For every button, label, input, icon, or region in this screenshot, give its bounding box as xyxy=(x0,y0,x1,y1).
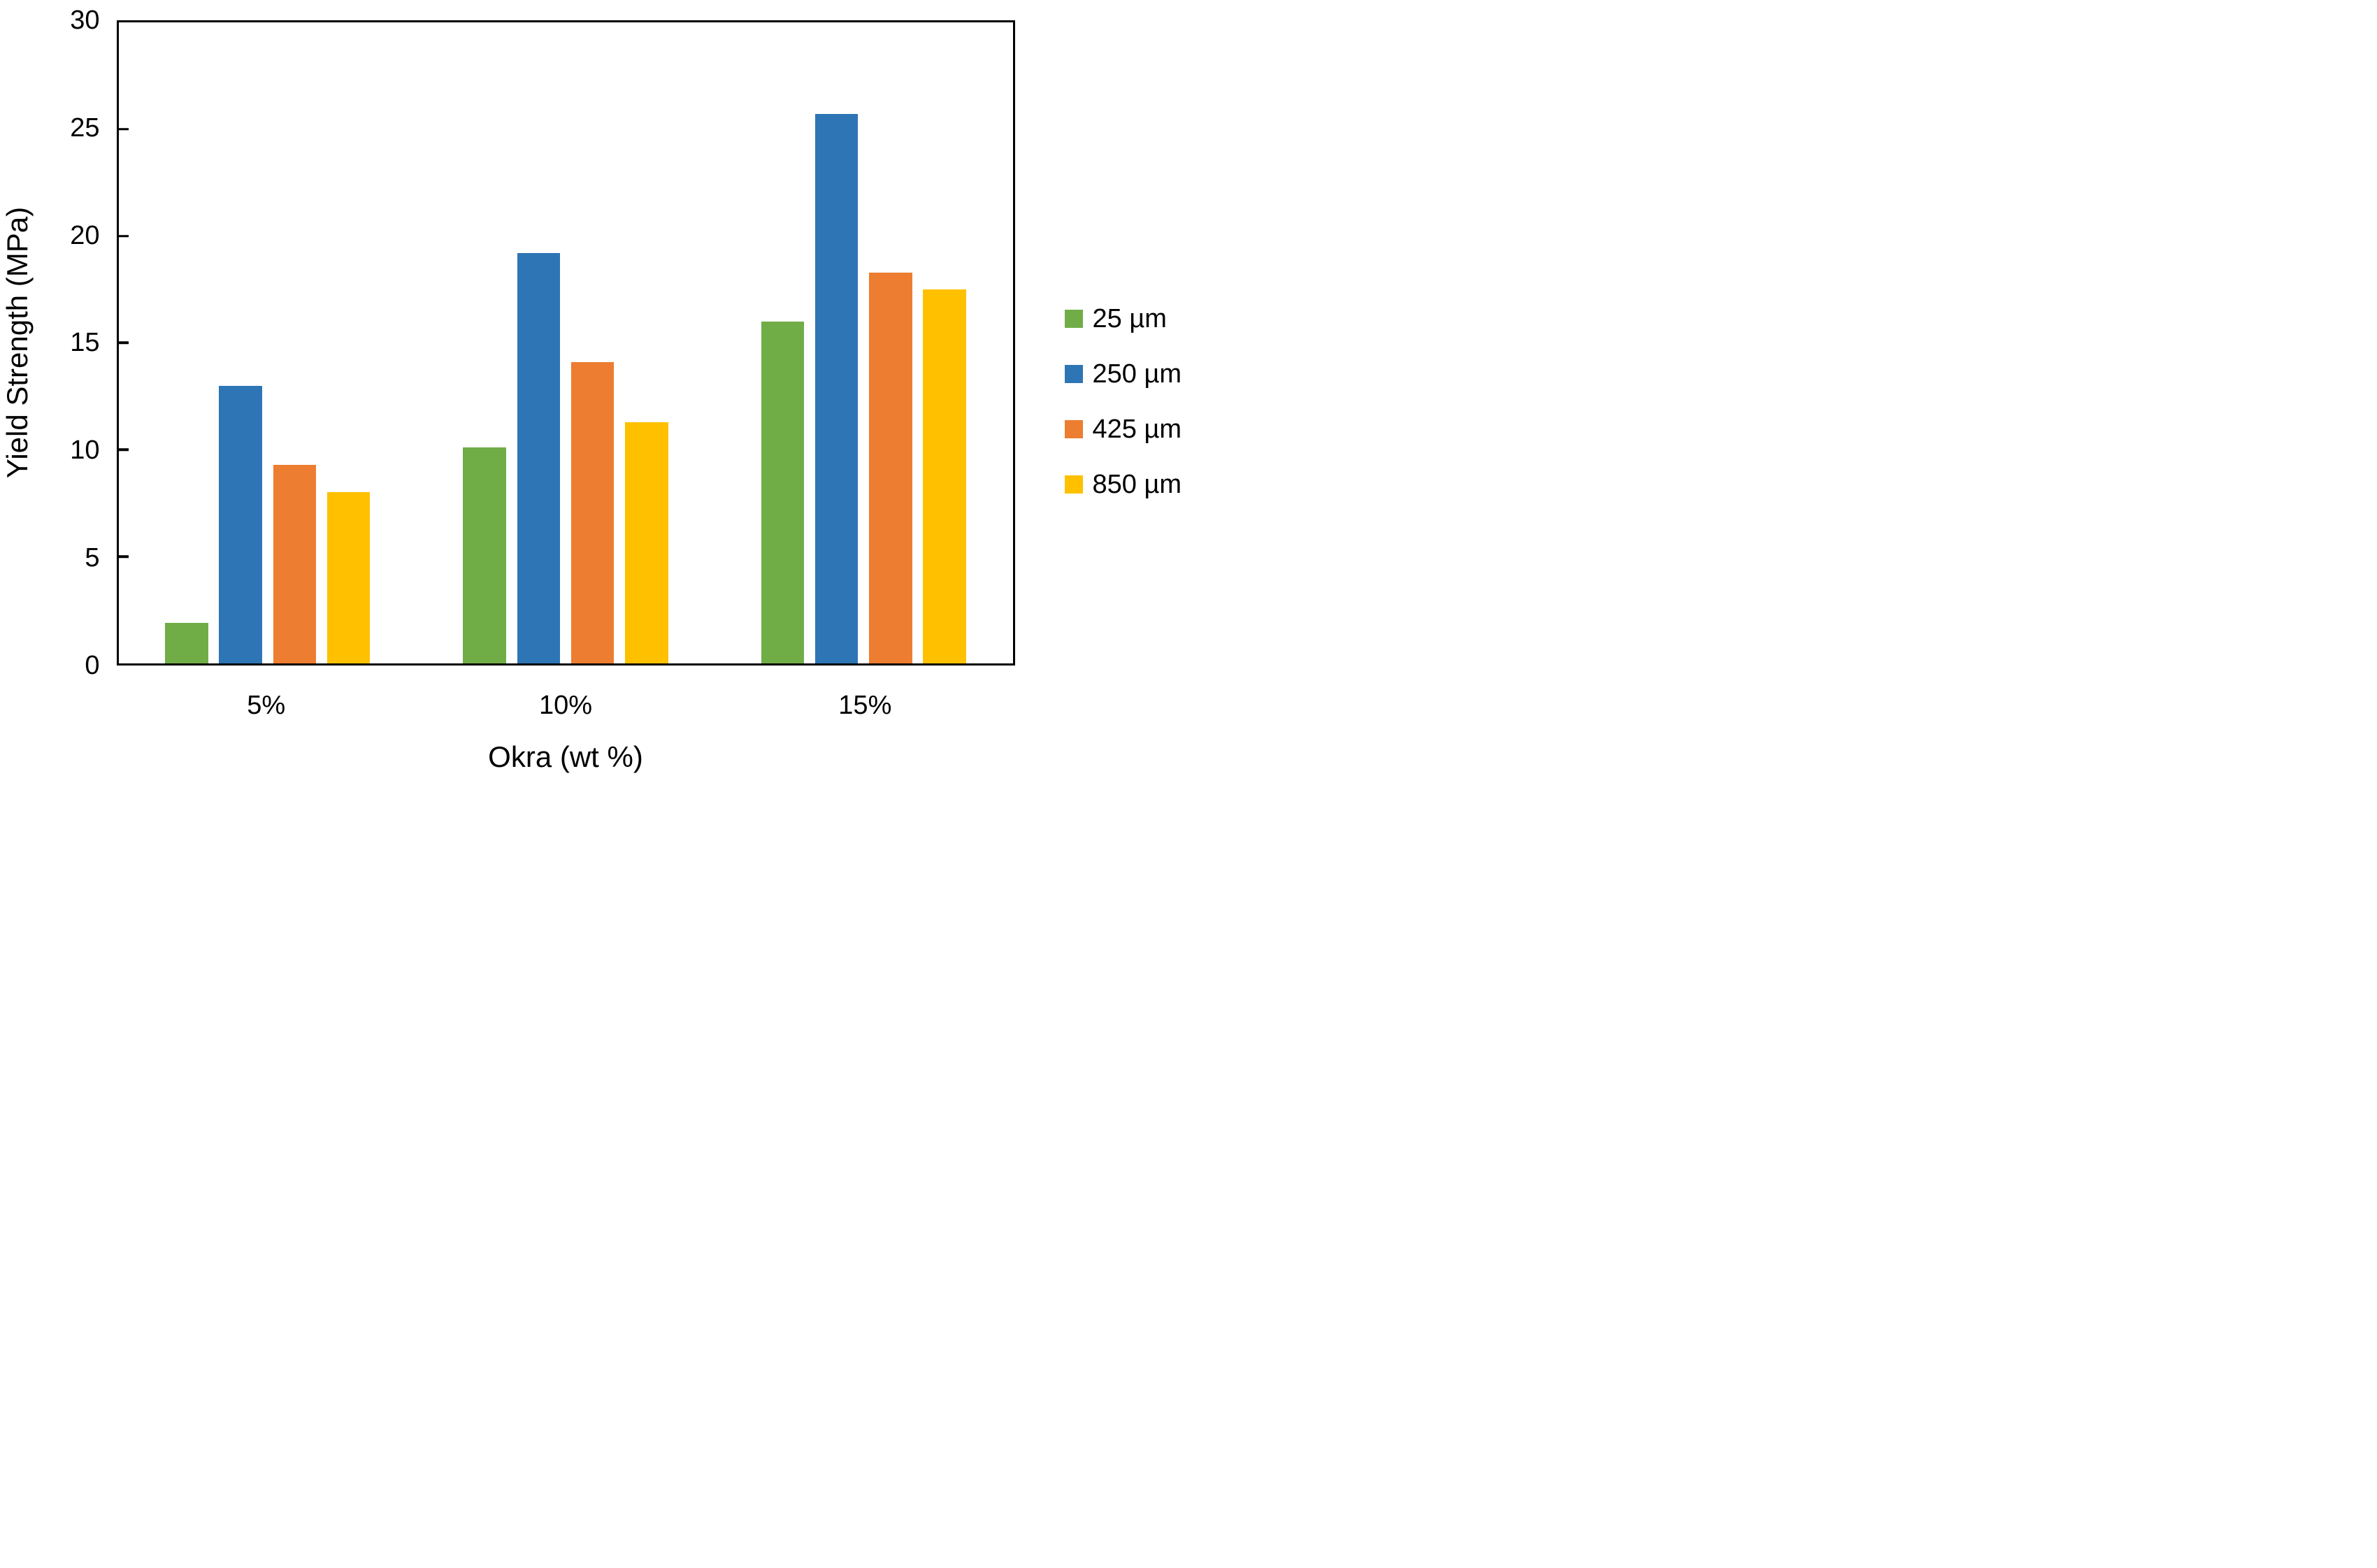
y-tick-mark-25 xyxy=(118,128,129,131)
bar-250-m-5 xyxy=(219,385,262,663)
y-tick-label-30: 30 xyxy=(70,6,100,35)
y-tick-mark-5 xyxy=(118,555,129,558)
y-tick-label-25: 25 xyxy=(70,113,100,143)
x-axis-title: Okra (wt %) xyxy=(488,740,643,774)
bar-250-m-10 xyxy=(517,253,561,663)
legend: 25 µm 250 µm 425 µm 850 µm xyxy=(1064,305,1182,498)
bar-425-m-15 xyxy=(869,272,912,663)
x-tick-label-10: 10% xyxy=(538,690,593,720)
x-tick-label-5: 5% xyxy=(247,690,286,720)
bar-25-m-10 xyxy=(463,447,506,663)
legend-label-425-m: 425 µm xyxy=(1092,414,1182,444)
bar-250-m-15 xyxy=(814,114,859,663)
legend-label-850-m: 850 µm xyxy=(1092,469,1182,499)
legend-label-250-m: 250 µm xyxy=(1092,359,1182,389)
plot-area xyxy=(116,20,1015,666)
y-tick-mark-15 xyxy=(118,341,129,345)
legend-item-425-m: 425 µm xyxy=(1064,416,1182,443)
legend-swatch-25-m xyxy=(1064,309,1083,328)
y-tick-label-0: 0 xyxy=(85,650,100,680)
bar-850-m-10 xyxy=(625,422,668,663)
legend-item-850-m: 850 µm xyxy=(1064,471,1182,498)
legend-swatch-250-m xyxy=(1064,364,1083,383)
bar-25-m-5 xyxy=(165,622,208,663)
legend-swatch-425-m xyxy=(1064,419,1083,438)
bar-850-m-5 xyxy=(326,492,371,663)
y-tick-label-5: 5 xyxy=(85,543,100,573)
x-tick-label-15: 15% xyxy=(838,690,892,720)
bar-chart: Yield Strength (MPa) 0 5 10 15 20 25 30 5% 10% 1… xyxy=(0,0,1188,784)
bar-850-m-15 xyxy=(923,289,966,663)
legend-item-250-m: 250 µm xyxy=(1064,361,1182,387)
bar-425-m-10 xyxy=(570,361,615,663)
legend-label-25-m: 25 µm xyxy=(1092,303,1167,333)
y-tick-mark-20 xyxy=(118,234,129,238)
legend-swatch-850-m xyxy=(1064,475,1083,494)
y-tick-mark-10 xyxy=(118,448,129,452)
y-tick-label-10: 10 xyxy=(70,436,100,466)
y-tick-label-20: 20 xyxy=(70,220,100,250)
bar-425-m-5 xyxy=(273,464,316,663)
legend-item-25-m: 25 µm xyxy=(1064,305,1182,332)
bar-25-m-15 xyxy=(761,321,805,663)
y-tick-label-15: 15 xyxy=(70,328,100,358)
